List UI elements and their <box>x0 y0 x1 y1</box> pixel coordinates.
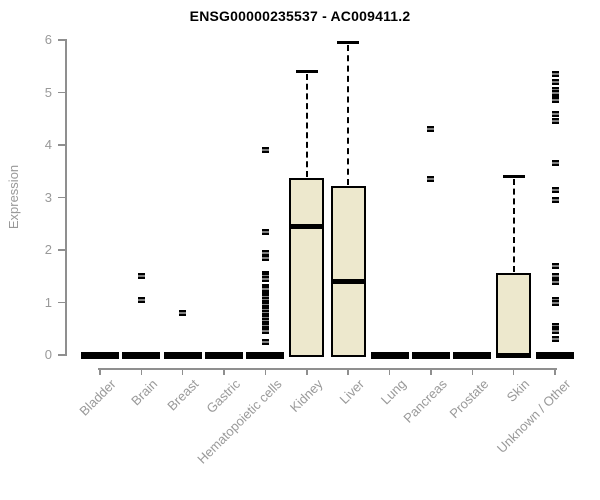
category-label: Breast <box>164 376 202 414</box>
outlier-point <box>551 273 559 280</box>
outlier-point <box>551 299 559 306</box>
category-label: Prostate <box>446 376 492 422</box>
y-tick <box>58 196 65 199</box>
outlier-point <box>261 254 269 261</box>
y-tick-label: 2 <box>44 242 52 257</box>
y-tick <box>58 144 65 146</box>
median-line <box>289 223 325 229</box>
y-tick-label: 5 <box>44 84 52 100</box>
whisker-cap <box>295 70 318 73</box>
outlier-point <box>137 273 145 280</box>
outlier-point <box>551 118 559 125</box>
outlier-point <box>551 110 559 117</box>
x-axis-line <box>98 368 557 370</box>
x-tick <box>471 368 474 375</box>
chart-title: ENSG00000235537 - AC009411.2 <box>189 8 411 24</box>
collapsed-box <box>453 351 492 359</box>
outlier-point <box>551 197 559 204</box>
outlier-point <box>179 310 187 316</box>
x-tick <box>223 368 225 375</box>
x-tick <box>140 368 143 375</box>
x-tick <box>306 368 308 375</box>
collapsed-box <box>536 351 574 359</box>
y-tick-label: 1 <box>44 294 52 310</box>
whisker-cap <box>502 175 525 178</box>
x-tick <box>181 368 184 375</box>
collapsed-box <box>246 351 285 359</box>
median-line <box>330 279 366 284</box>
outlier-point <box>261 286 269 293</box>
outlier-point <box>137 296 145 303</box>
category-label: Gastric <box>203 376 243 417</box>
y-axis-line <box>65 39 67 356</box>
outlier-point <box>551 97 559 104</box>
whisker <box>512 178 515 272</box>
y-tick <box>58 39 65 41</box>
outlier-point <box>261 249 269 256</box>
category-label: Hematopoietic cells <box>194 376 285 467</box>
outlier-point <box>261 228 269 235</box>
outlier-point <box>427 126 435 133</box>
y-tick-label: 3 <box>44 189 52 205</box>
y-tick-label: 0 <box>44 347 52 362</box>
y-tick <box>58 91 65 94</box>
category-label: Pancreas <box>400 376 450 426</box>
outlier-point <box>261 275 269 282</box>
y-tick <box>58 249 65 251</box>
collapsed-box <box>163 351 202 359</box>
x-tick <box>264 368 267 375</box>
outlier-point <box>551 328 559 335</box>
collapsed-box <box>370 351 409 359</box>
y-tick-label: 4 <box>44 137 52 152</box>
outlier-point <box>261 147 269 154</box>
x-tick <box>430 368 432 375</box>
outlier-point <box>261 338 269 345</box>
box <box>330 186 366 357</box>
category-label: Lung <box>377 376 409 408</box>
outlier-point <box>551 336 559 343</box>
collapsed-box <box>81 351 119 359</box>
box <box>496 272 532 357</box>
x-tick <box>512 368 515 375</box>
x-tick <box>99 368 101 375</box>
x-tick <box>347 368 349 375</box>
outlier-point <box>551 79 559 85</box>
outlier-point <box>551 71 559 78</box>
y-tick <box>58 354 65 356</box>
category-label: Bladder <box>76 376 119 419</box>
category-label: Skin <box>504 376 533 405</box>
outlier-point <box>551 262 559 269</box>
whisker-cap <box>337 41 360 45</box>
collapsed-box <box>205 351 244 359</box>
x-tick <box>388 368 391 375</box>
category-label: Unknown / Other <box>494 376 574 456</box>
outlier-point <box>551 89 559 96</box>
y-tick <box>58 301 65 304</box>
collapsed-box <box>411 351 450 359</box>
x-tick <box>554 368 556 375</box>
whisker <box>347 44 350 185</box>
y-tick-label: 6 <box>44 32 52 47</box>
category-label: Kidney <box>287 376 326 416</box>
collapsed-box <box>122 351 161 359</box>
outlier-point <box>551 160 559 167</box>
category-label: Liver <box>336 376 368 407</box>
outlier-point <box>551 186 559 193</box>
box <box>289 178 325 357</box>
outlier-point <box>551 278 559 285</box>
outlier-point <box>261 328 269 335</box>
category-label: Brain <box>128 376 161 409</box>
whisker <box>305 73 308 178</box>
outlier-point <box>427 176 435 183</box>
median-line <box>496 352 532 358</box>
